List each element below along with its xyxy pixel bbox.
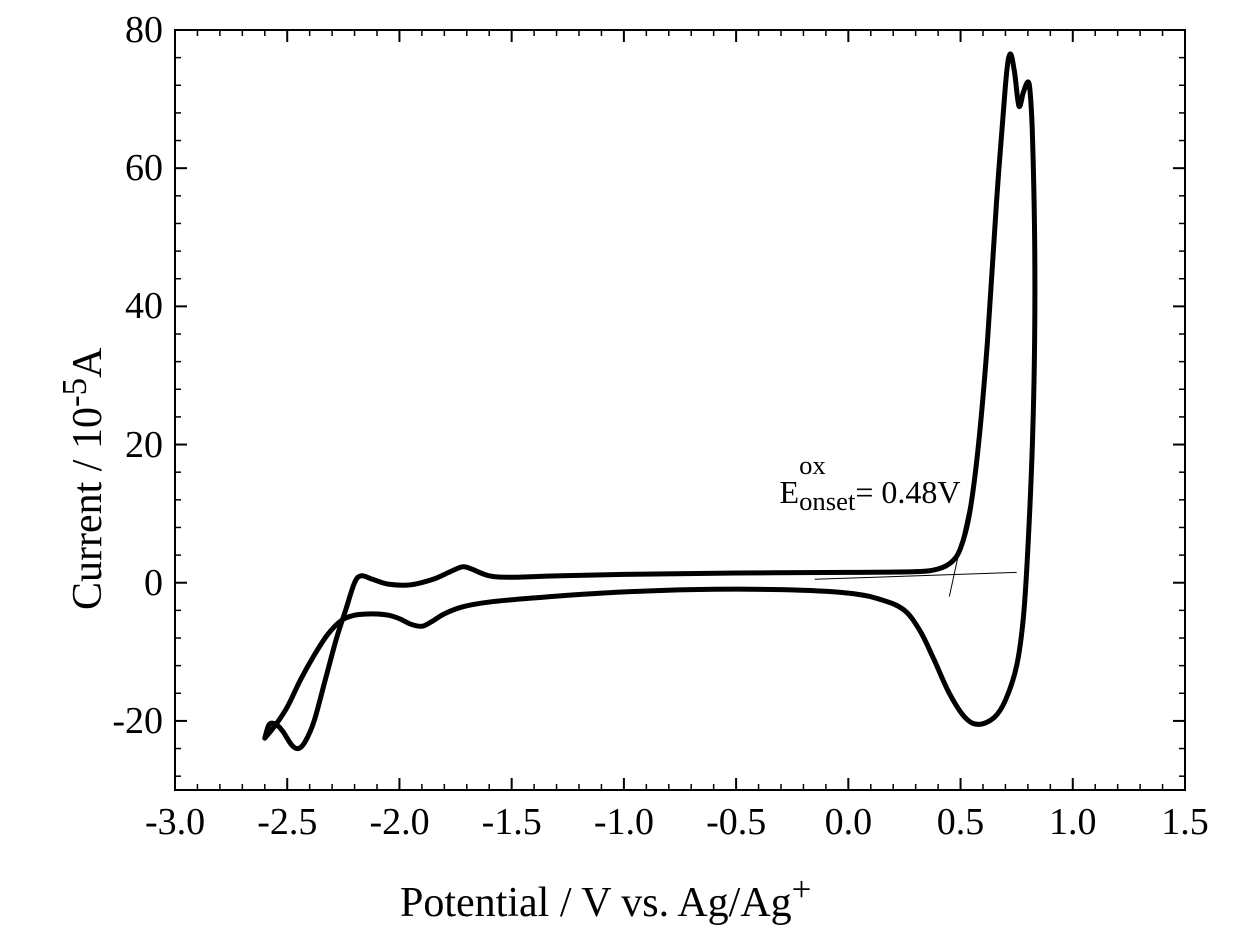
x-tick-label: -2.5 bbox=[257, 800, 317, 844]
x-tick-label: -1.0 bbox=[594, 800, 654, 844]
y-axis-label-suffix: A bbox=[65, 348, 111, 378]
x-tick-label: -2.0 bbox=[369, 800, 429, 844]
x-axis-label-prefix: Potential / V vs. Ag/Ag bbox=[400, 880, 792, 926]
annotation-base: E bbox=[780, 474, 800, 510]
annotation-sup: ox bbox=[799, 450, 826, 481]
y-axis-label-sup: -5 bbox=[55, 378, 94, 407]
x-tick-label: -0.5 bbox=[706, 800, 766, 844]
onset-annotation: Eoxonset= 0.48V bbox=[780, 474, 961, 517]
annotation-sub: onset bbox=[799, 486, 855, 516]
x-tick-label: 1.0 bbox=[1043, 800, 1103, 844]
y-axis-label-prefix: Current / 10 bbox=[65, 407, 111, 610]
y-tick-label: 40 bbox=[125, 284, 163, 328]
x-tick-label: -3.0 bbox=[145, 800, 205, 844]
annotation-value: = 0.48V bbox=[855, 474, 960, 510]
y-tick-label: 0 bbox=[144, 561, 163, 605]
x-tick-label: 0.5 bbox=[931, 800, 991, 844]
x-axis-label-sup: + bbox=[792, 870, 812, 909]
y-tick-label: -20 bbox=[112, 699, 163, 743]
y-tick-label: 60 bbox=[125, 146, 163, 190]
x-axis-label: Potential / V vs. Ag/Ag+ bbox=[400, 870, 811, 927]
y-tick-label: 80 bbox=[125, 8, 163, 52]
cv-chart: Current / 10-5A Potential / V vs. Ag/Ag+… bbox=[0, 0, 1240, 951]
x-tick-label: 1.5 bbox=[1155, 800, 1215, 844]
x-tick-label: -1.5 bbox=[482, 800, 542, 844]
y-axis-label: Current / 10-5A bbox=[55, 348, 112, 610]
x-tick-label: 0.0 bbox=[818, 800, 878, 844]
y-tick-label: 20 bbox=[125, 423, 163, 467]
